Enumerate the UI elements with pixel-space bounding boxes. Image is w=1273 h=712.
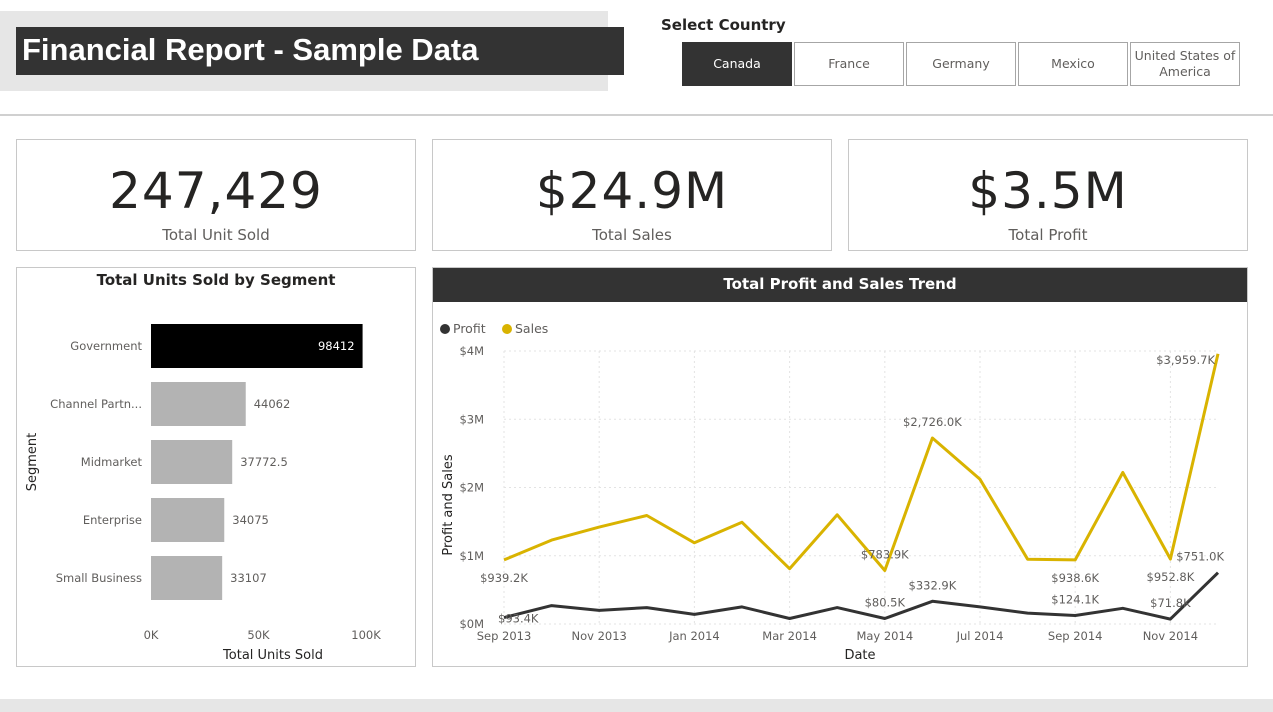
bar-value-label: 33107 xyxy=(230,571,267,585)
data-label-sales: $952.8K xyxy=(1147,570,1195,584)
data-label-profit: $332.9K xyxy=(909,578,957,592)
data-label-profit: $80.5K xyxy=(865,596,906,610)
data-label-profit: $751.0K xyxy=(1176,550,1224,564)
trend-chart-title: Total Profit and Sales Trend xyxy=(433,268,1247,302)
data-label-sales: $2,726.0K xyxy=(903,415,962,429)
bar-category-label: Channel Partn... xyxy=(50,397,142,411)
data-label-sales: $783.9K xyxy=(861,547,909,561)
y-tick-label: $4M xyxy=(459,344,484,358)
bar-government xyxy=(151,324,363,368)
line-chart-y-axis-title: Profit and Sales xyxy=(441,454,456,555)
legend-marker-sales xyxy=(502,324,512,334)
country-option-germany[interactable]: Germany xyxy=(906,42,1016,86)
kpi-card-total-profit: $3.5M Total Profit xyxy=(848,139,1248,251)
legend-marker-profit xyxy=(440,324,450,334)
x-tick-label: Jul 2014 xyxy=(956,629,1004,643)
bar-value-label: 34075 xyxy=(232,513,269,527)
x-tick-label: Nov 2013 xyxy=(572,629,627,643)
kpi-value: $3.5M xyxy=(968,162,1128,220)
kpi-value: $24.9M xyxy=(535,162,729,220)
x-tick-label: May 2014 xyxy=(856,629,913,643)
country-option-mexico[interactable]: Mexico xyxy=(1018,42,1128,86)
country-option-france[interactable]: France xyxy=(794,42,904,86)
bar-value-label: 98412 xyxy=(318,339,355,353)
bar-chart-svg: Total Units Sold by Segment Segment Total … xyxy=(25,271,381,663)
bar-chart-title: Total Units Sold by Segment xyxy=(97,271,336,289)
country-option-canada[interactable]: Canada xyxy=(682,42,792,86)
legend-label-sales: Sales xyxy=(515,321,548,336)
data-label-profit: $71.8K xyxy=(1150,596,1191,610)
bar-small-business xyxy=(151,556,223,600)
data-label-sales: $939.2K xyxy=(480,571,528,585)
data-label-profit: $124.1K xyxy=(1051,593,1099,607)
country-slicer-title: Select Country xyxy=(661,16,786,34)
data-label-sales: $938.6K xyxy=(1051,571,1099,585)
report-title: Financial Report - Sample Data xyxy=(16,27,624,75)
bar-category-label: Enterprise xyxy=(83,513,142,527)
kpi-value: 247,429 xyxy=(109,162,323,220)
y-tick-label: $3M xyxy=(459,412,484,426)
kpi-label: Total Sales xyxy=(592,226,672,244)
data-label-profit: $93.4K xyxy=(498,612,539,626)
bar-chart-x-axis-title: Total Units Sold xyxy=(222,648,323,663)
legend-label-profit: Profit xyxy=(453,321,486,336)
y-tick-label: $2M xyxy=(459,481,484,495)
bar-category-label: Midmarket xyxy=(81,455,143,469)
bar-category-label: Government xyxy=(70,339,142,353)
bar-value-label: 44062 xyxy=(254,397,291,411)
y-tick-label: $0M xyxy=(459,617,484,631)
bar-chart-x-tick: 50K xyxy=(247,628,270,642)
bar-enterprise xyxy=(151,498,225,542)
units-by-segment-chart: Total Units Sold by Segment Segment Total … xyxy=(16,267,416,667)
data-label-sales: $3,959.7K xyxy=(1156,353,1215,367)
x-tick-label: Sep 2013 xyxy=(477,629,532,643)
line-chart-svg: Profit Sales $0M $1M $2M $3M $4M Sep 2013 Nov 20… xyxy=(440,321,1224,663)
profit-sales-trend-chart: Total Profit and Sales Trend Profit Sales… xyxy=(432,267,1248,667)
x-tick-label: Mar 2014 xyxy=(762,629,817,643)
kpi-card-total-sales: $24.9M Total Sales xyxy=(432,139,832,251)
bar-midmarket xyxy=(151,440,233,484)
y-tick-label: $1M xyxy=(459,549,484,563)
header-divider xyxy=(0,114,1273,116)
x-tick-label: Nov 2014 xyxy=(1143,629,1198,643)
footer-bar xyxy=(0,699,1273,712)
country-option-united-states-of-america[interactable]: United States of America xyxy=(1130,42,1240,86)
kpi-label: Total Profit xyxy=(1008,226,1088,244)
bar-channel-partn xyxy=(151,382,246,426)
bar-chart-x-tick: 0K xyxy=(144,628,159,642)
bar-value-label: 37772.5 xyxy=(240,455,288,469)
series-line-sales xyxy=(503,353,1220,572)
series-line-profit xyxy=(503,571,1220,621)
bar-chart-y-axis-title: Segment xyxy=(25,433,40,492)
kpi-card-total-units: 247,429 Total Unit Sold xyxy=(16,139,416,251)
bar-chart-x-tick: 100K xyxy=(351,628,381,642)
line-chart-x-axis-title: Date xyxy=(844,648,875,663)
bar-category-label: Small Business xyxy=(56,571,142,585)
kpi-label: Total Unit Sold xyxy=(162,226,270,244)
x-tick-label: Jan 2014 xyxy=(668,629,720,643)
x-tick-label: Sep 2014 xyxy=(1048,629,1103,643)
